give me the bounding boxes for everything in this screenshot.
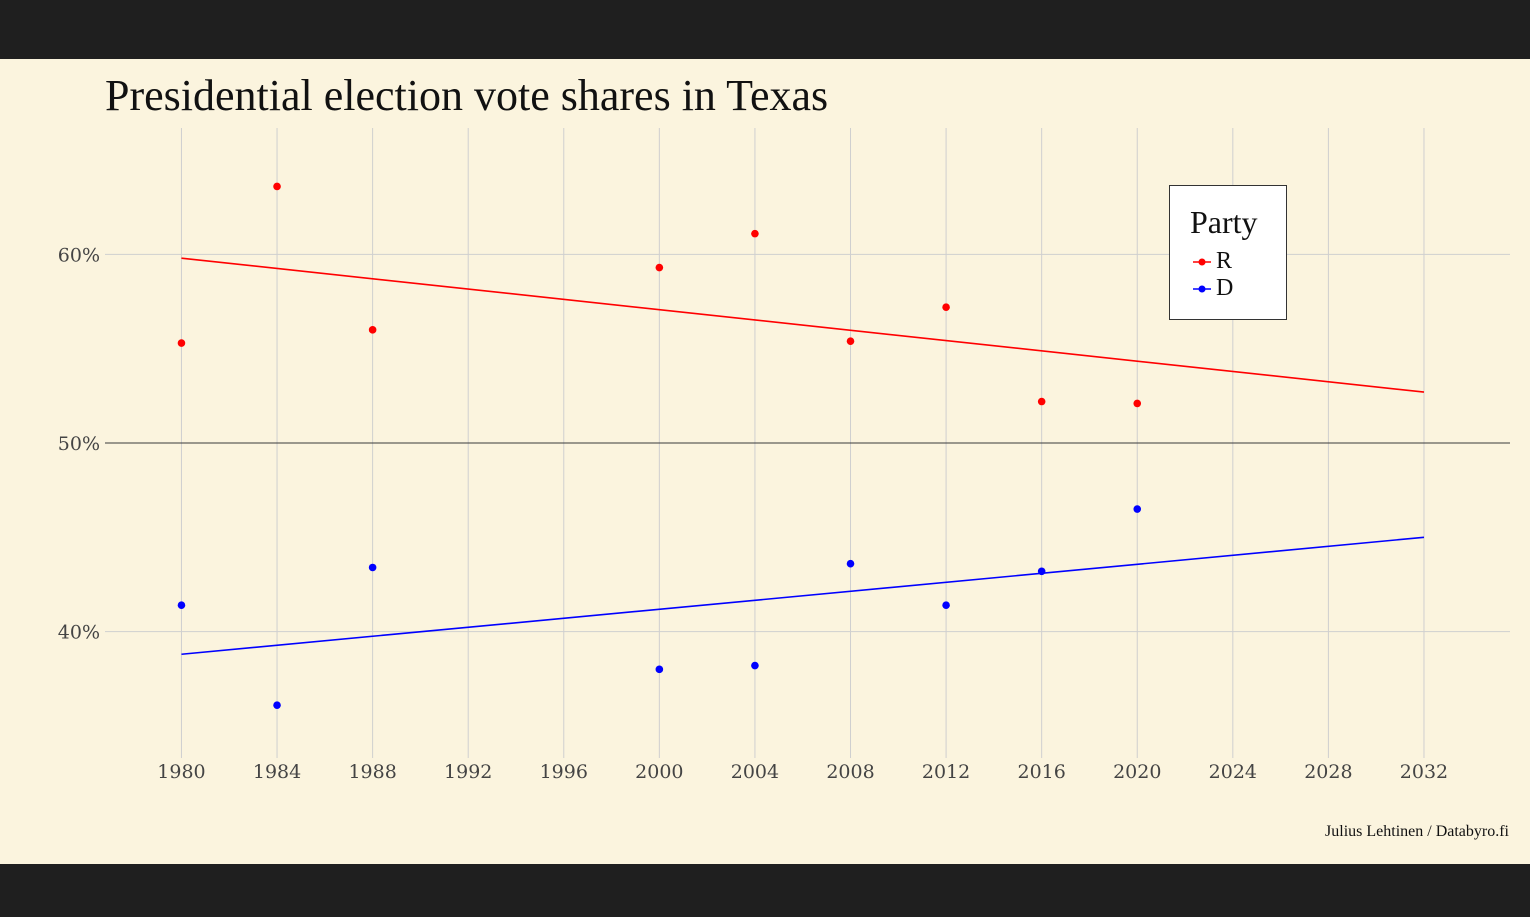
x-tick-label: 2008 [826,761,874,783]
y-tick-label: 50% [58,433,100,455]
x-tick-label: 2012 [922,761,970,783]
x-tick-label: 1996 [540,761,588,783]
x-tick-label: 2028 [1304,761,1352,783]
x-tick-label: 1984 [253,761,301,783]
point-r [655,263,664,272]
point-r [177,339,186,347]
legend: Party R D [1169,185,1287,320]
x-tick-label: 1988 [348,761,396,783]
legend-label-r: R [1216,248,1233,274]
legend-title: Party [1190,204,1258,240]
point-d [846,559,855,568]
point-r [751,229,759,238]
x-tick-label: 2004 [731,761,779,783]
x-tick-label: 2000 [635,761,683,783]
x-tick-label: 1992 [444,761,492,783]
trend-line-r [181,257,1425,393]
x-tick-label: 2020 [1113,761,1161,783]
point-d [273,701,281,709]
point-d [655,665,664,674]
trend-line-d [181,536,1425,656]
point-r [273,182,281,191]
x-tick-label: 2024 [1209,761,1257,783]
point-r [1133,399,1142,408]
x-tick-label: 1980 [157,761,205,783]
point-d [1133,505,1142,513]
y-tick-label: 60% [58,244,100,266]
point-d [942,601,950,610]
point-d [751,661,759,670]
y-tick-label: 40% [58,622,100,644]
legend-key-d [1193,285,1211,293]
point-d [368,563,377,572]
point-d [177,601,186,610]
point-r [846,337,855,345]
point-r [368,326,377,334]
point-r [942,303,950,311]
point-r [1037,397,1046,406]
x-tick-label: 2016 [1017,761,1065,783]
legend-label-d: D [1216,275,1234,301]
point-d [1037,567,1046,576]
legend-key-r [1193,258,1211,266]
chart-title: Presidential election vote shares in Tex… [105,71,829,120]
caption: Julius Lehtinen / Databyro.fi [1325,823,1509,840]
x-tick-label: 2032 [1400,761,1448,783]
